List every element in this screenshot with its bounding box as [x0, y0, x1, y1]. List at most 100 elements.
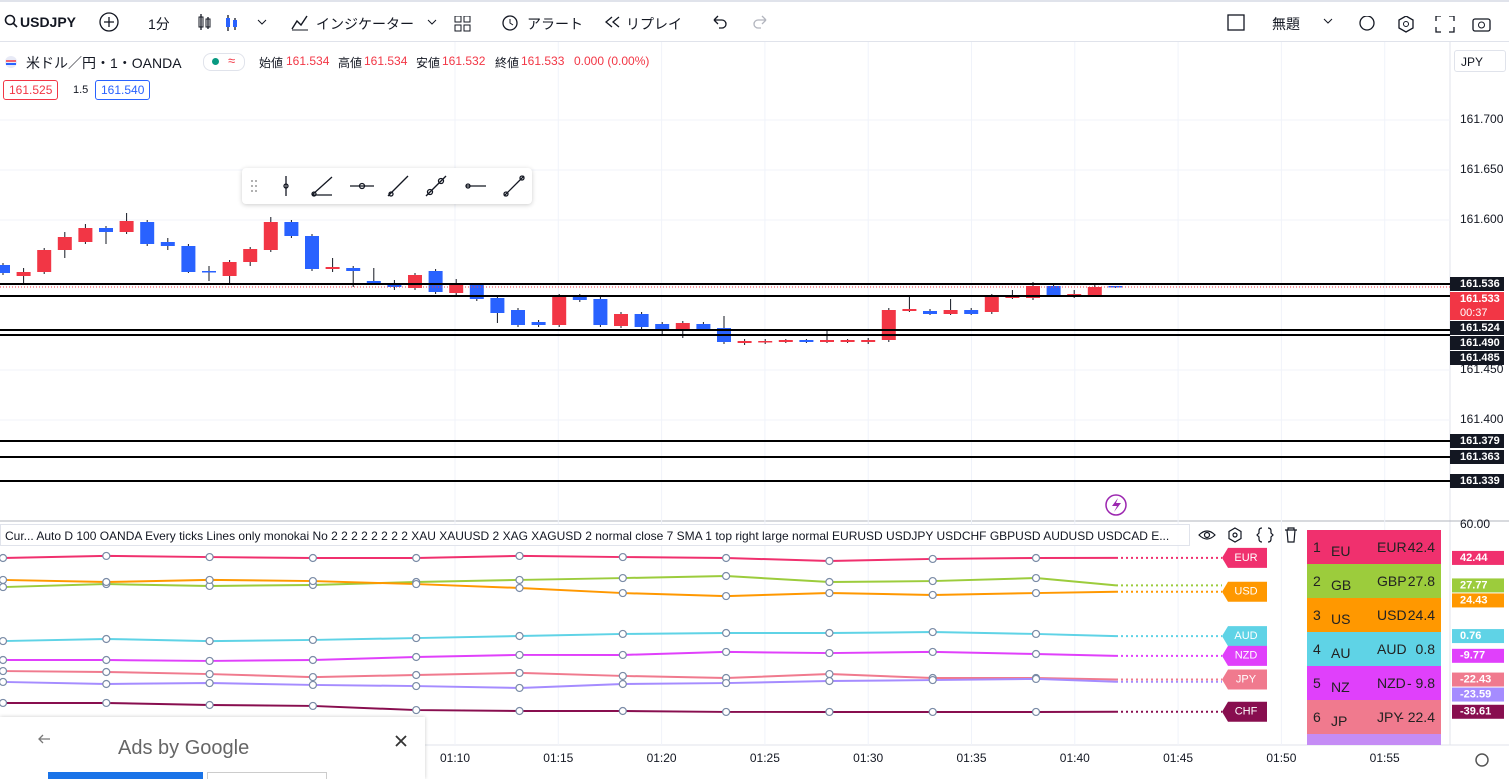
point-marker	[412, 670, 421, 680]
layouts-icon[interactable]	[426, 16, 486, 32]
point-marker	[0, 698, 8, 708]
candle-body	[964, 310, 979, 314]
add-symbol[interactable]	[98, 11, 120, 33]
value-badge-label: 24.43	[1460, 594, 1488, 606]
point-marker	[412, 633, 421, 643]
price-badge	[1450, 277, 1504, 291]
strength-table: 1 EU EUR 42.4 2 GB GBP 27.8 3 US USD 24.4 4 AU AUD 0.8 5…	[1307, 530, 1441, 734]
x-tick-label: 01:25	[750, 751, 780, 765]
candle-body	[675, 323, 690, 331]
right-icons[interactable]	[1322, 16, 1492, 34]
ad-back[interactable]	[36, 733, 52, 745]
candle-body	[16, 272, 31, 276]
table-row: 3 US USD 24.4	[1307, 598, 1441, 632]
point-marker	[102, 679, 111, 689]
indicator-settings-text[interactable]: Cur... Auto D 100 OANDA Every ticks Line…	[5, 529, 1170, 543]
value-badge-label: 0.76	[1460, 630, 1481, 642]
point-marker	[0, 666, 8, 676]
interval[interactable]: 1分	[148, 16, 170, 32]
point-marker	[928, 554, 937, 564]
chart-type[interactable]	[196, 11, 271, 33]
point-marker	[618, 588, 627, 598]
candle-body	[57, 237, 72, 250]
code: US	[1331, 611, 1351, 627]
candle-body	[366, 281, 381, 283]
candle-body	[160, 242, 175, 246]
currency-tag-label: AUD	[1234, 630, 1257, 642]
currency-select[interactable]: JPY	[1454, 50, 1506, 72]
replay-button[interactable]: リプレイ	[626, 16, 682, 32]
ask-price[interactable]: 161.540	[95, 80, 151, 100]
candle-body	[243, 249, 258, 262]
point-marker	[205, 700, 214, 710]
point-marker	[825, 556, 834, 566]
table-row: 4 AU AUD 0.8	[1307, 632, 1441, 666]
market-status[interactable]: ≈	[203, 53, 245, 71]
candle-body	[984, 296, 999, 312]
symbol-title: 米ドル／円・1・OANDA	[26, 55, 182, 71]
point-marker	[928, 675, 937, 685]
point-marker	[618, 679, 627, 689]
countdown-label: 00:37	[1460, 307, 1488, 319]
price-badge	[1450, 474, 1504, 488]
point-marker	[0, 677, 8, 687]
high-value: 161.534	[364, 54, 408, 68]
candle-body	[799, 340, 814, 342]
price-badge-label: 161.524	[1460, 322, 1501, 334]
value-badge-label: -23.59	[1460, 688, 1491, 700]
settings-icon[interactable]	[1475, 753, 1489, 767]
price-badge-label: 161.363	[1460, 451, 1500, 463]
point-marker	[928, 647, 937, 657]
candle-body	[778, 340, 793, 342]
drawing-toolbar	[242, 168, 532, 204]
x-tick-label: 01:45	[1163, 751, 1193, 765]
currency: AUD	[1377, 641, 1407, 657]
lightning-glyph	[1112, 498, 1121, 512]
currency: JPY	[1377, 709, 1403, 725]
point-marker	[721, 628, 731, 638]
candle-body	[346, 268, 361, 271]
point-marker	[928, 590, 937, 600]
candle-body	[325, 267, 340, 269]
undo-redo[interactable]	[710, 14, 770, 30]
code: NZ	[1331, 679, 1350, 695]
bid-price[interactable]: 161.525	[3, 80, 59, 100]
indicators-button[interactable]: インジケーター	[316, 16, 414, 32]
ad-button[interactable]	[48, 772, 203, 779]
change-value: 0.000 (0.00%)	[574, 54, 650, 68]
lightning-icon[interactable]	[1105, 494, 1127, 516]
point-marker	[102, 577, 111, 587]
point-marker	[102, 634, 111, 644]
currency-tag	[1222, 547, 1267, 568]
point-marker	[0, 636, 8, 646]
candle-body	[840, 340, 855, 342]
point-marker	[515, 706, 524, 716]
rank: 5	[1313, 675, 1321, 691]
candle-body	[202, 271, 216, 273]
drawing-tools[interactable]	[242, 168, 532, 204]
table-row: 5 NZ NZD - 9.8	[1307, 666, 1441, 700]
ad-close[interactable]	[394, 734, 408, 748]
point-marker	[102, 698, 111, 708]
layout-square[interactable]	[1227, 14, 1247, 32]
point-marker	[928, 576, 937, 586]
high-label: 高値	[338, 56, 363, 70]
strength-line	[2, 677, 1117, 689]
ad-button-secondary[interactable]	[207, 772, 327, 779]
candle-body	[820, 340, 834, 342]
alert-button[interactable]: アラート	[527, 16, 583, 32]
strength: - 9.8	[1406, 675, 1435, 691]
point-marker	[102, 667, 111, 677]
strength: 24.4	[1407, 607, 1435, 623]
value-badge	[1452, 629, 1504, 644]
y-tick-label: 161.600	[1460, 212, 1504, 226]
symbol[interactable]: USDJPY	[20, 14, 77, 30]
status-dot	[212, 58, 219, 65]
strength: 0.8	[1415, 641, 1435, 657]
price-badge	[1450, 434, 1504, 448]
candle-body	[263, 222, 278, 250]
layout-name[interactable]: 無題	[1272, 16, 1300, 32]
candle-body	[119, 221, 134, 232]
value-badge-label: 27.77	[1460, 579, 1488, 591]
point-marker	[721, 647, 731, 657]
